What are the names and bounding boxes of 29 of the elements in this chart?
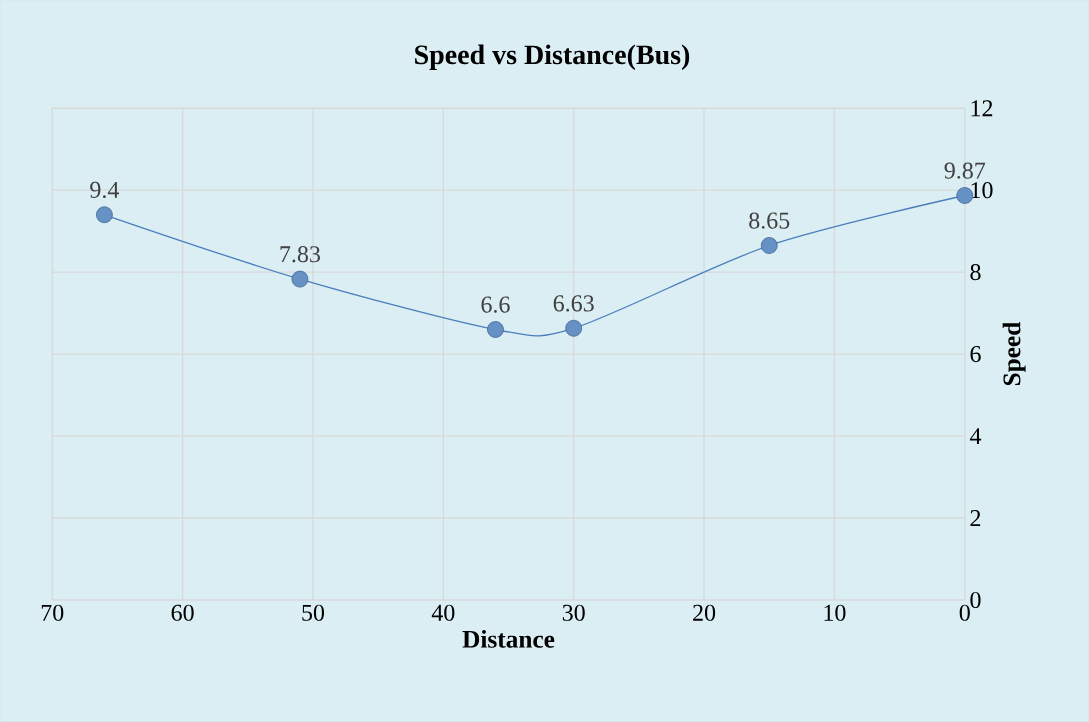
x-tick-label: 10 xyxy=(824,604,846,621)
x-axis-title: Distance xyxy=(462,629,555,648)
y-tick-label: 12 xyxy=(971,100,993,117)
y-tick-label: 8 xyxy=(970,263,981,281)
x-tick-label: 60 xyxy=(171,604,194,621)
x-tick-label: 20 xyxy=(693,604,716,621)
data-label: 9.4 xyxy=(90,181,119,198)
x-tick-label: 70 xyxy=(41,604,64,621)
chart-title: Speed vs Distance(Bus) xyxy=(415,44,690,70)
y-axis-title: Speed xyxy=(1002,321,1026,386)
point xyxy=(565,319,583,337)
data-label: 6.6 xyxy=(481,296,510,313)
x-tick-label: 30 xyxy=(562,604,585,621)
data-label: 7.83 xyxy=(280,246,320,263)
point xyxy=(760,237,778,254)
x-tick-label: 40 xyxy=(431,604,455,621)
data-label: 8.65 xyxy=(749,212,790,229)
point xyxy=(487,321,504,338)
y-tick-label: 10 xyxy=(971,182,993,199)
y-tick-label: 2 xyxy=(970,509,981,526)
data-label: 9.87 xyxy=(944,162,986,179)
point xyxy=(96,206,113,224)
data-label: 6.63 xyxy=(553,295,594,312)
y-tick-label: 6 xyxy=(970,345,981,363)
y-tick-label: 4 xyxy=(969,428,982,444)
x-tick-label: 0 xyxy=(959,604,970,621)
x-tick-label: 50 xyxy=(302,604,325,621)
point xyxy=(291,270,309,288)
y-tick-label: 0 xyxy=(970,591,981,608)
